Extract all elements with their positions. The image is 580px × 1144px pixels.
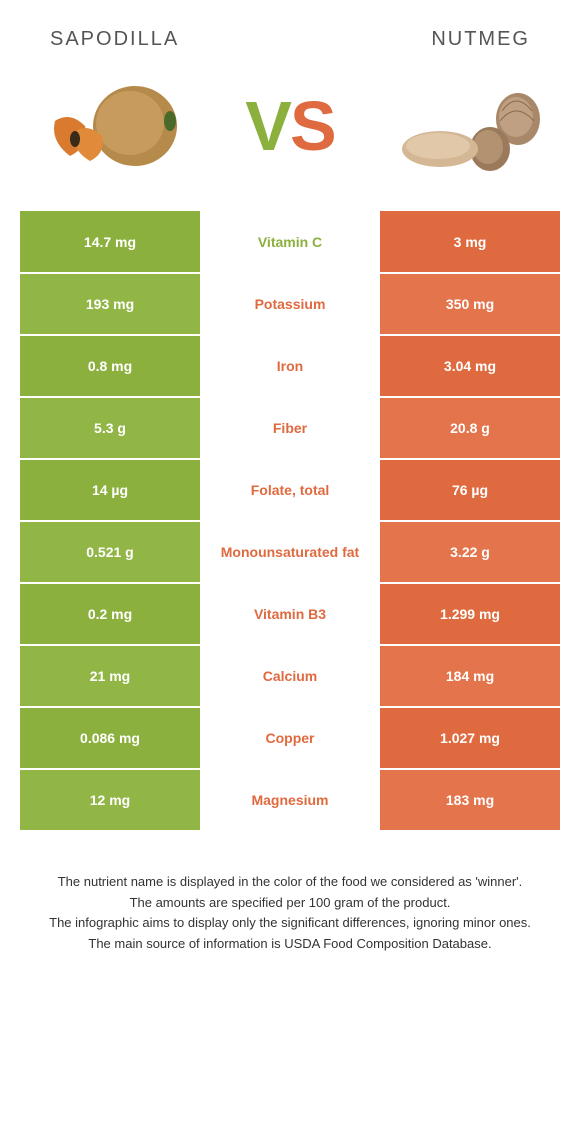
table-row: 0.2 mgVitamin B31.299 mg	[20, 583, 560, 645]
right-value: 184 mg	[380, 645, 560, 707]
nutrient-label: Copper	[200, 707, 380, 769]
footer-line-4: The main source of information is USDA F…	[20, 934, 560, 954]
right-value: 350 mg	[380, 273, 560, 335]
right-value: 1.027 mg	[380, 707, 560, 769]
nutrient-label: Folate, total	[200, 459, 380, 521]
left-value: 0.521 g	[20, 521, 200, 583]
table-row: 0.8 mgIron3.04 mg	[20, 335, 560, 397]
right-value: 20.8 g	[380, 397, 560, 459]
sapodilla-image	[30, 71, 190, 181]
nutrient-label: Fiber	[200, 397, 380, 459]
vs-v: V	[245, 87, 290, 165]
nutmeg-image	[390, 71, 550, 181]
comparison-table: 14.7 mgVitamin C3 mg193 mgPotassium350 m…	[20, 211, 560, 832]
table-row: 14.7 mgVitamin C3 mg	[20, 211, 560, 273]
vs-s: S	[290, 87, 335, 165]
left-value: 0.2 mg	[20, 583, 200, 645]
nutrient-label: Calcium	[200, 645, 380, 707]
footer-line-3: The infographic aims to display only the…	[20, 913, 560, 933]
footer-line-2: The amounts are specified per 100 gram o…	[20, 893, 560, 913]
left-value: 0.8 mg	[20, 335, 200, 397]
nutrient-label: Iron	[200, 335, 380, 397]
nutrient-label: Vitamin C	[200, 211, 380, 273]
left-value: 5.3 g	[20, 397, 200, 459]
table-row: 5.3 gFiber20.8 g	[20, 397, 560, 459]
table-row: 193 mgPotassium350 mg	[20, 273, 560, 335]
left-value: 21 mg	[20, 645, 200, 707]
table-row: 0.521 gMonounsaturated fat3.22 g	[20, 521, 560, 583]
vs-row: VS	[0, 61, 580, 211]
footer-notes: The nutrient name is displayed in the co…	[0, 832, 580, 994]
left-title: Sapodilla	[50, 28, 179, 51]
table-row: 14 µgFolate, total76 µg	[20, 459, 560, 521]
infographic-container: Sapodilla Nutmeg VS	[0, 0, 580, 994]
table-row: 21 mgCalcium184 mg	[20, 645, 560, 707]
header: Sapodilla Nutmeg	[0, 0, 580, 61]
left-value: 193 mg	[20, 273, 200, 335]
right-title: Nutmeg	[431, 28, 530, 51]
footer-line-1: The nutrient name is displayed in the co…	[20, 872, 560, 892]
left-value: 12 mg	[20, 769, 200, 831]
left-value: 14 µg	[20, 459, 200, 521]
right-value: 183 mg	[380, 769, 560, 831]
right-value: 3.22 g	[380, 521, 560, 583]
left-value: 14.7 mg	[20, 211, 200, 273]
left-value: 0.086 mg	[20, 707, 200, 769]
right-value: 3 mg	[380, 211, 560, 273]
table-row: 12 mgMagnesium183 mg	[20, 769, 560, 831]
nutrient-label: Potassium	[200, 273, 380, 335]
right-value: 1.299 mg	[380, 583, 560, 645]
nutrient-label: Monounsaturated fat	[200, 521, 380, 583]
nutrient-label: Vitamin B3	[200, 583, 380, 645]
right-value: 3.04 mg	[380, 335, 560, 397]
table-row: 0.086 mgCopper1.027 mg	[20, 707, 560, 769]
vs-label: VS	[245, 91, 334, 161]
right-value: 76 µg	[380, 459, 560, 521]
nutrient-label: Magnesium	[200, 769, 380, 831]
